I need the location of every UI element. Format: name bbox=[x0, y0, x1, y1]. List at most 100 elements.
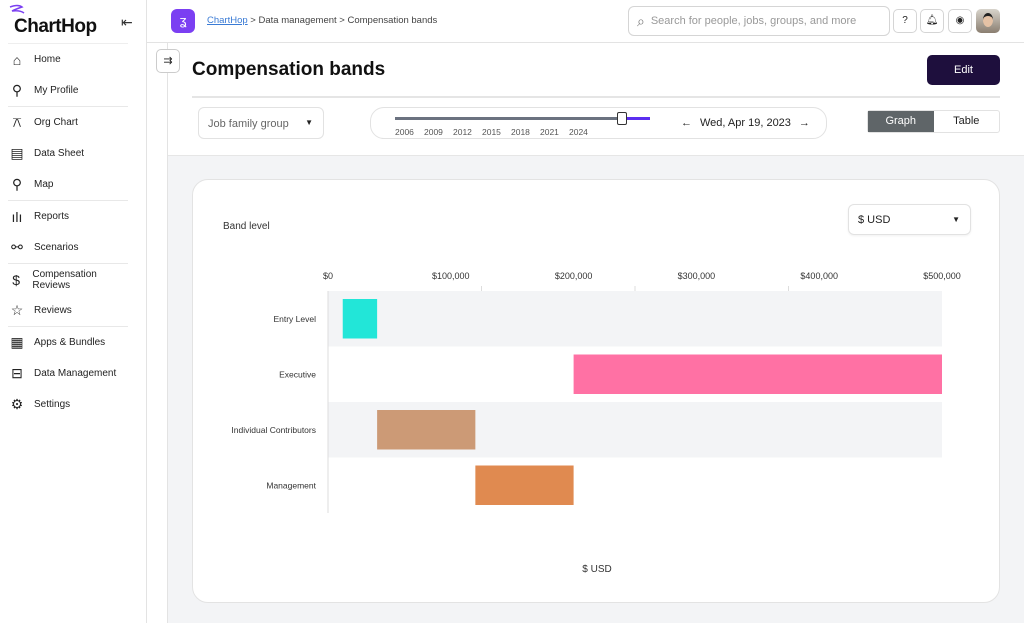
eye-icon[interactable]: ◉ bbox=[948, 9, 972, 33]
gear-icon: ⚙ bbox=[10, 396, 24, 412]
timeline-year-label: 2006 bbox=[395, 127, 414, 137]
person-icon: ⚲ bbox=[11, 82, 23, 98]
x-tick-label: $0 bbox=[323, 271, 333, 281]
sidebar-item-apps-bundles[interactable]: ▦ Apps & Bundles bbox=[8, 327, 128, 358]
divider bbox=[167, 43, 168, 623]
timeline-year-label: 2024 bbox=[569, 127, 588, 137]
breadcrumb-middle[interactable]: Data management bbox=[258, 15, 337, 26]
search-icon: ⌕ bbox=[637, 12, 645, 29]
sidebar-item-data-management[interactable]: ⊟ Data Management bbox=[8, 358, 128, 389]
help-button[interactable]: ? bbox=[893, 9, 917, 33]
job-family-group-select[interactable]: Job family group ▼ bbox=[198, 107, 324, 139]
breadcrumb-current: Compensation bands bbox=[347, 15, 438, 26]
search-input[interactable]: ⌕ Search for people, jobs, groups, and mo… bbox=[628, 6, 890, 36]
notifications-bell-icon[interactable]: 🔔︎ bbox=[920, 9, 944, 33]
next-date-arrow-icon[interactable]: → bbox=[798, 117, 810, 129]
view-toggle: Graph Table bbox=[867, 110, 1000, 133]
chart-card: Band level $ USD ▼ $0 $100,000 $200,000 $300… bbox=[192, 179, 1000, 603]
category-label: Entry Level bbox=[273, 314, 316, 324]
sidebar-item-label: Compensation Reviews bbox=[32, 268, 97, 291]
app-logo-icon[interactable]: ʓ bbox=[171, 9, 195, 33]
collapse-sidebar-icon[interactable]: ⇤ bbox=[121, 14, 133, 30]
sidebar-item-label: Apps & Bundles bbox=[34, 337, 106, 348]
band-bar-individual-contributors bbox=[377, 410, 476, 450]
map-pin-icon: ⚲ bbox=[11, 176, 23, 192]
caret-down-icon: ▼ bbox=[305, 118, 313, 127]
sidebar-item-label: Scenarios bbox=[34, 242, 79, 253]
tab-graph[interactable]: Graph bbox=[868, 111, 934, 132]
timeline-track-future bbox=[620, 117, 650, 120]
charthop-logo[interactable]: ChartHop bbox=[9, 4, 97, 37]
sidebar-item-label: Data Sheet bbox=[34, 148, 85, 159]
tab-table[interactable]: Table bbox=[953, 115, 980, 127]
sidebar-item-label: Settings bbox=[34, 399, 71, 410]
x-tick-label: $200,000 bbox=[555, 271, 593, 281]
x-tick-label: $500,000 bbox=[923, 271, 961, 281]
org-chart-icon: ⚻ bbox=[12, 114, 22, 130]
sidebar-item-label: Home bbox=[34, 54, 61, 65]
row-band bbox=[328, 291, 942, 347]
breadcrumb: ChartHop > Data management > Compensatio… bbox=[207, 15, 438, 26]
band-bar-executive bbox=[573, 354, 942, 394]
timeline-control: 2006 2009 2012 2015 2018 2021 2024 ← Wed, Apr 1… bbox=[370, 107, 827, 139]
apps-icon: ▦ bbox=[10, 334, 24, 350]
sidebar-item-map[interactable]: ⚲ Map bbox=[8, 169, 128, 200]
divider bbox=[8, 326, 128, 327]
sidebar-item-label: Reports bbox=[34, 211, 70, 222]
sidebar-item-label: Map bbox=[34, 179, 54, 190]
caret-down-icon: ▼ bbox=[952, 215, 960, 224]
sidebar-item-label: Data Management bbox=[34, 368, 117, 379]
timeline-track[interactable] bbox=[395, 117, 620, 120]
home-icon: ⌂ bbox=[12, 51, 22, 68]
sidebar-item-settings[interactable]: ⚙ Settings bbox=[8, 389, 128, 420]
sidebar-item-org-chart[interactable]: ⚻ Org Chart bbox=[8, 107, 128, 138]
sidebar-item-label: Reviews bbox=[34, 305, 72, 316]
category-label: Executive bbox=[279, 369, 316, 379]
sidebar: ChartHop ⇤ ⌂ Home ⚲ My Profile ⚻ Org Chart ▤ Da… bbox=[0, 0, 147, 623]
edit-button[interactable]: Edit bbox=[927, 55, 1000, 85]
bar-chart-icon: ılı bbox=[11, 208, 23, 225]
x-axis-label: $ USD bbox=[582, 564, 612, 575]
x-tick-label: $400,000 bbox=[800, 271, 838, 281]
sidebar-nav: ⌂ Home ⚲ My Profile ⚻ Org Chart ▤ Data Sheet ⚲ Ma… bbox=[8, 43, 128, 420]
chart-title: Band level bbox=[223, 221, 270, 232]
breadcrumb-root-link[interactable]: ChartHop bbox=[207, 15, 248, 26]
band-bar-management bbox=[475, 465, 574, 505]
sidebar-item-reviews[interactable]: ☆ Reviews bbox=[8, 295, 128, 326]
drive-icon: ⊟ bbox=[11, 365, 23, 381]
toggle-panel-icon[interactable]: ⇉ bbox=[156, 49, 180, 73]
page-title: Compensation bands bbox=[192, 59, 386, 80]
sidebar-item-home[interactable]: ⌂ Home bbox=[8, 44, 128, 75]
sidebar-item-my-profile[interactable]: ⚲ My Profile bbox=[8, 75, 128, 106]
sidebar-item-compensation-reviews[interactable]: $ Compensation Reviews bbox=[8, 264, 128, 295]
timeline-year-label: 2015 bbox=[482, 127, 501, 137]
x-tick-label: $300,000 bbox=[678, 271, 716, 281]
user-avatar[interactable] bbox=[976, 9, 1000, 33]
scenario-icon: ⚯ bbox=[11, 239, 23, 255]
currency-select[interactable]: $ USD ▼ bbox=[848, 204, 971, 235]
timeline-year-label: 2021 bbox=[540, 127, 559, 137]
sidebar-item-label: My Profile bbox=[34, 85, 79, 96]
divider bbox=[192, 96, 1000, 98]
sidebar-item-scenarios[interactable]: ⚯ Scenarios bbox=[8, 232, 128, 263]
x-tick-label: $100,000 bbox=[432, 271, 470, 281]
current-date: Wed, Apr 19, 2023 bbox=[700, 117, 791, 129]
timeline-years: 2006 2009 2012 2015 2018 2021 2024 bbox=[395, 127, 598, 137]
timeline-year-label: 2018 bbox=[511, 127, 530, 137]
previous-date-arrow-icon[interactable]: ← bbox=[681, 117, 692, 129]
sidebar-item-data-sheet[interactable]: ▤ Data Sheet bbox=[8, 138, 128, 169]
star-icon: ☆ bbox=[10, 302, 24, 318]
divider bbox=[8, 200, 128, 201]
timeline-year-label: 2012 bbox=[453, 127, 472, 137]
table-icon: ▤ bbox=[10, 145, 24, 161]
sidebar-item-reports[interactable]: ılı Reports bbox=[8, 201, 128, 232]
top-header: ʓ ChartHop > Data management > Compensat… bbox=[147, 0, 1024, 43]
divider bbox=[8, 106, 128, 107]
timeline-slider-handle[interactable] bbox=[616, 112, 627, 125]
sidebar-item-label: Org Chart bbox=[34, 117, 78, 128]
timeline-year-label: 2009 bbox=[424, 127, 443, 137]
band-bar-entry-level bbox=[342, 299, 378, 339]
category-label: Management bbox=[266, 480, 316, 490]
charthop-logo-mark-icon bbox=[9, 4, 25, 14]
dollar-icon: $ bbox=[12, 271, 21, 288]
